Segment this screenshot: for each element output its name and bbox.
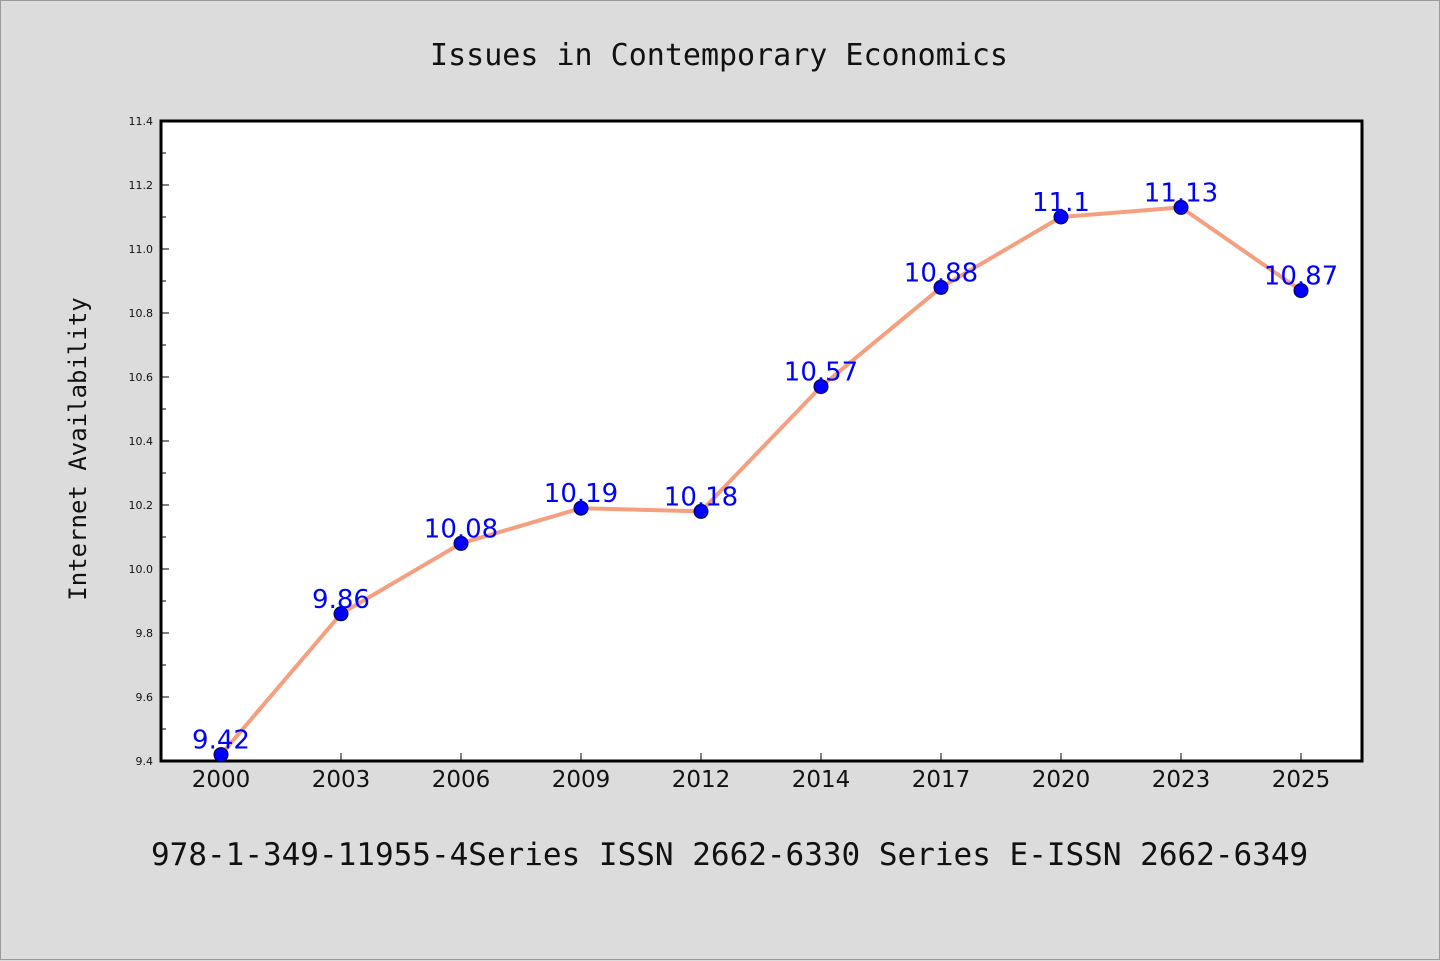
y-tick-label: 10.4: [129, 435, 154, 448]
x-tick-label: 2025: [1272, 767, 1331, 793]
data-label: 10.19: [544, 479, 618, 509]
series-layer: 9.42 9.86 10.08 10.19 10.18 10.57 10.88 11.1 11.…: [192, 178, 1338, 763]
y-tick-label: 9.4: [136, 755, 154, 768]
data-label: 11.1: [1032, 188, 1090, 218]
x-tick-label: 2023: [1152, 767, 1211, 793]
y-tick-label: 11.4: [129, 115, 154, 128]
data-point: [333, 606, 349, 622]
data-point: [933, 279, 949, 295]
x-tick-label: 2020: [1032, 767, 1091, 793]
y-axis-ticks: 9.4 9.6 9.8 10.0 10.2 10.4 10.6 10.8 11.0 11.2 11.…: [129, 115, 169, 768]
data-point: [213, 747, 229, 763]
data-label: 10.18: [664, 482, 738, 512]
data-point: [1173, 199, 1189, 215]
data-label: 9.42: [192, 726, 250, 756]
x-tick-label: 2012: [672, 767, 731, 793]
y-tick-label: 11.2: [129, 179, 154, 192]
y-axis-label: Internet Availability: [64, 297, 92, 600]
y-tick-label: 9.8: [136, 627, 154, 640]
x-tick-label: 2009: [552, 767, 611, 793]
plot-area: [159, 119, 1364, 763]
y-tick-label: 10.6: [129, 371, 154, 384]
x-tick-label: 2003: [312, 767, 371, 793]
data-point: [453, 535, 469, 551]
y-tick-label: 10.8: [129, 307, 154, 320]
x-tick-label: 2000: [192, 767, 251, 793]
x-tick-label: 2017: [912, 767, 971, 793]
data-label: 9.86: [312, 585, 370, 615]
y-tick-label: 10.2: [129, 499, 154, 512]
chart-title: Issues in Contemporary Economics: [430, 38, 1008, 73]
data-label: 11.13: [1144, 178, 1218, 208]
x-tick-label: 2006: [432, 767, 491, 793]
x-tick-label: 2014: [792, 767, 851, 793]
y-tick-label: 11.0: [129, 243, 154, 256]
data-label: 10.57: [784, 358, 858, 388]
data-point: [1293, 283, 1309, 299]
data-point: [1053, 209, 1069, 225]
data-point: [573, 500, 589, 516]
data-label: 10.88: [904, 258, 978, 288]
x-axis-ticks: 2000 2003 2006 2009 2012 2014 2017 2020 2023 2025: [192, 753, 1331, 793]
data-point: [693, 503, 709, 519]
series-line: [219, 205, 1303, 757]
data-point: [813, 379, 829, 395]
data-label: 10.87: [1264, 262, 1338, 292]
footer-isbn-issn: 978-1-349-11955-4Series ISSN 2662-6330 S…: [151, 837, 1308, 873]
data-label: 10.08: [424, 514, 498, 544]
y-tick-label: 9.6: [136, 691, 154, 704]
y-tick-label: 10.0: [129, 563, 154, 576]
